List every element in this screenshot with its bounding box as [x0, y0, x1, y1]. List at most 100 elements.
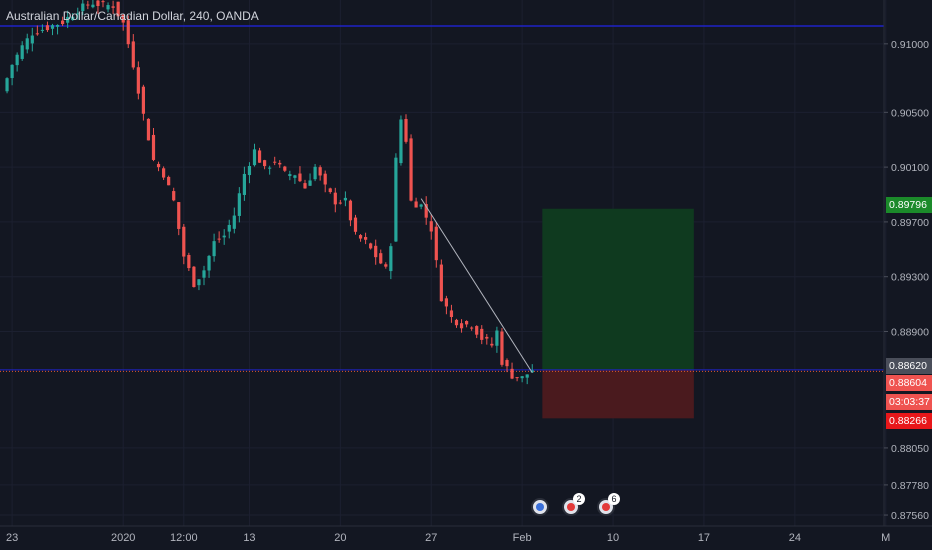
event-count-badge: 6 — [608, 493, 620, 505]
event-icon-2[interactable]: 2 — [562, 493, 585, 516]
time-axis[interactable]: 23 2020 12:00 13 20 27 Feb 10 17 24 M — [6, 532, 890, 544]
candle-body — [212, 241, 216, 257]
candle-body — [192, 266, 196, 288]
candle-body — [449, 310, 454, 318]
candle-body — [303, 183, 307, 189]
candle-body — [15, 54, 19, 66]
candle-body — [374, 245, 378, 258]
x-tick-label: 27 — [425, 532, 437, 544]
candle-body — [429, 221, 433, 232]
candle-body — [409, 138, 413, 201]
candle-body — [66, 16, 70, 23]
price-axis[interactable]: 0.91000 0.90500 0.90100 0.89700 0.89300 0.889… — [884, 39, 929, 522]
profit-zone[interactable] — [542, 208, 694, 370]
candle-body — [288, 174, 292, 177]
candle-body — [444, 298, 448, 307]
x-tick-label: M — [881, 532, 890, 544]
candle-body — [520, 376, 524, 379]
candle-body — [515, 377, 519, 379]
candle-body — [217, 238, 221, 240]
candle-body — [187, 255, 191, 269]
candle-body — [459, 323, 464, 329]
candle-body — [358, 235, 363, 239]
event-count-badge: 2 — [573, 493, 585, 505]
candle-body — [343, 197, 347, 201]
x-tick-label: 20 — [334, 532, 346, 544]
trendline[interactable] — [420, 198, 533, 373]
y-tick-label: 0.88900 — [891, 326, 929, 338]
x-tick-label: 2020 — [111, 532, 135, 544]
candle-body — [308, 180, 312, 186]
candle-body — [525, 374, 529, 378]
candle-body — [96, 0, 100, 6]
candle-body — [495, 330, 499, 346]
candle-body — [328, 188, 332, 193]
candle-body — [197, 279, 201, 286]
candle-body — [419, 204, 423, 207]
candle-body — [202, 270, 206, 278]
candle-body — [242, 173, 246, 195]
candles — [5, 0, 534, 385]
candle-body — [116, 1, 120, 17]
candle-body — [268, 167, 272, 169]
candle-body — [131, 41, 135, 68]
x-tick-label: 13 — [243, 532, 255, 544]
candle-body — [10, 64, 14, 79]
chart-title: Australian Dollar/Canadian Dollar, 240, … — [6, 9, 259, 23]
x-tick-label: Feb — [513, 532, 532, 544]
candle-body — [207, 255, 211, 271]
candle-body — [151, 134, 156, 160]
candle-body — [121, 14, 125, 23]
candle-body — [126, 20, 130, 45]
target-price-label: 0.89796 — [886, 197, 932, 213]
candle-body — [465, 320, 469, 325]
candle-body — [333, 192, 337, 205]
candle-body — [71, 16, 75, 21]
y-tick-label: 0.89300 — [891, 272, 929, 284]
candle-body — [404, 118, 408, 142]
candle-body — [76, 13, 80, 15]
flag-icon — [567, 503, 575, 511]
y-tick-label: 0.87780 — [891, 480, 929, 492]
candle-body — [61, 20, 65, 25]
candle-body — [263, 160, 267, 167]
candle-body — [106, 5, 110, 10]
candle-body — [156, 163, 161, 168]
candle-body — [389, 246, 393, 272]
y-tick-label: 0.88050 — [891, 443, 929, 455]
candle-body — [111, 6, 115, 8]
candle-body — [424, 204, 428, 218]
candle-body — [25, 38, 29, 50]
candle-body — [182, 226, 186, 257]
trendline-segment[interactable] — [420, 198, 533, 373]
candle-body — [505, 360, 509, 367]
x-tick-label: 12:00 — [170, 532, 198, 544]
x-tick-label: 10 — [607, 532, 619, 544]
candle-body — [394, 157, 398, 242]
stop-price-label: 0.88266 — [886, 413, 932, 429]
loss-zone[interactable] — [542, 369, 694, 419]
candle-body — [5, 78, 9, 92]
candle-body — [510, 368, 514, 379]
event-icon-3[interactable]: 6 — [597, 493, 620, 516]
position-zones[interactable] — [542, 208, 694, 419]
candle-body — [136, 67, 140, 94]
event-icon-1[interactable] — [531, 498, 549, 516]
candle-body — [338, 202, 342, 204]
candle-body — [50, 25, 55, 29]
candle-body — [45, 25, 50, 31]
candle-body — [318, 167, 322, 176]
candle-body — [55, 24, 60, 27]
candle-body — [162, 168, 166, 178]
candle-body — [237, 193, 241, 216]
horizontal-lines[interactable] — [0, 25, 884, 372]
y-tick-label: 0.91000 — [891, 39, 929, 51]
y-tick-label: 0.90100 — [891, 162, 929, 174]
candle-body — [232, 215, 236, 229]
candle-body — [439, 264, 443, 302]
candle-body — [500, 331, 504, 365]
bar-countdown-label: 03:03:37 — [886, 394, 932, 410]
candle-body — [177, 202, 181, 229]
flag-icon — [602, 503, 610, 511]
